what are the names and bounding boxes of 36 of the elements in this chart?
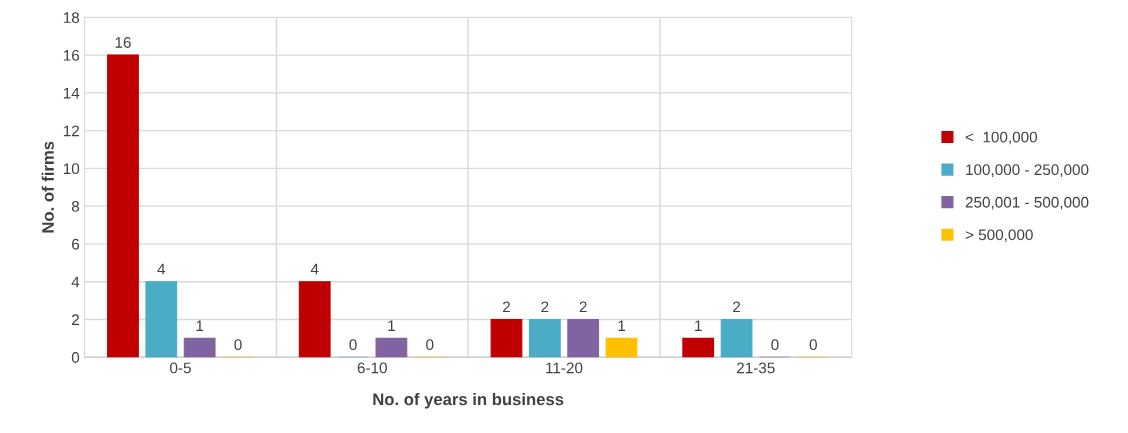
x-tick-label: 6-10 (357, 362, 387, 374)
data-label: 1 (695, 320, 702, 331)
data-label: 0 (809, 339, 817, 351)
data-label: 0 (234, 339, 242, 351)
y-tick-label: 18 (63, 12, 80, 24)
data-label: 1 (196, 320, 204, 331)
data-label: 2 (541, 301, 549, 313)
legend-label: 100,000 - 250,000 (966, 164, 1089, 177)
y-tick-label: 8 (71, 201, 80, 212)
legend-label: > 500,000 (965, 229, 1033, 243)
y-tick-label: 14 (63, 87, 80, 99)
y-tick-label: 0 (71, 352, 80, 363)
data-label: 2 (733, 301, 741, 313)
data-label: 1 (618, 320, 626, 331)
y-axis-title: No. of firms (41, 141, 54, 233)
y-tick-label: 10 (63, 163, 80, 175)
y-tick-label: 4 (71, 276, 80, 288)
legend-label: 250,001 - 500,000 (965, 196, 1089, 210)
legend-label: < 100,000 (965, 131, 1038, 145)
data-label: 4 (310, 263, 319, 275)
data-label: 0 (426, 339, 434, 351)
x-axis-title: No. of years in business (373, 392, 564, 409)
data-label: 2 (579, 301, 587, 313)
x-tick-label: 0-5 (170, 362, 191, 374)
y-tick-label: 12 (63, 125, 79, 137)
data-label: 1 (388, 320, 395, 331)
y-tick-label: 6 (72, 238, 80, 250)
data-label: 0 (349, 339, 357, 351)
data-label: 4 (157, 263, 166, 275)
x-tick-label: 11-20 (546, 362, 583, 374)
y-tick-label: 2 (72, 314, 79, 325)
y-tick-label: 16 (63, 49, 80, 61)
data-label: 16 (115, 37, 131, 48)
data-label: 2 (502, 301, 510, 313)
x-tick-label: 21-35 (736, 362, 775, 374)
data-label: 0 (771, 339, 779, 351)
